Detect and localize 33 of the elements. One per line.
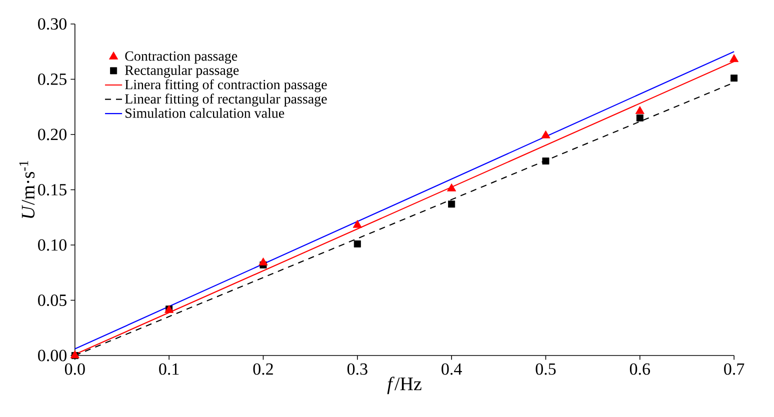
- point: [354, 240, 361, 248]
- point: [730, 54, 739, 62]
- y-tick-label: 0.05: [38, 294, 66, 306]
- y-tick-label: 0.10: [38, 239, 66, 251]
- x-axis-title: f/Hz: [387, 376, 422, 394]
- legend-label: Rectangular passage: [125, 64, 239, 78]
- legend-label: Simulation calculation value: [126, 108, 284, 118]
- legend-label: Linear fitting of rectangular passage: [125, 93, 327, 106]
- legend-label: Contraction passage: [125, 51, 238, 64]
- x-tick-label: 0.2: [253, 363, 273, 375]
- point: [447, 183, 456, 192]
- y-tick-label: 0.30: [38, 18, 66, 30]
- x-tick-label: 0.0: [64, 363, 85, 375]
- point: [352, 220, 362, 228]
- point: [636, 114, 644, 122]
- x-tick-label: 0.4: [442, 363, 462, 375]
- x-tick-label: 0.3: [347, 363, 368, 375]
- x-tick-label: 0.1: [159, 363, 179, 375]
- y-axis-title: U/m·s$^{-1}$: [19, 160, 35, 218]
- y-tick-label: 0.20: [38, 128, 66, 140]
- legend-label: Linera fitting of contraction passage: [125, 79, 327, 92]
- point: [635, 106, 644, 114]
- point: [258, 257, 268, 266]
- x-tick-label: 0.7: [724, 363, 744, 375]
- point: [448, 200, 456, 208]
- y-tick-label: 0.15: [38, 184, 66, 196]
- x-tick-label: 0.5: [536, 363, 556, 375]
- y-tick-label: 0.25: [38, 73, 66, 85]
- point: [730, 74, 738, 82]
- x-tick-label: 0.6: [630, 363, 650, 375]
- point: [542, 157, 550, 164]
- y-tick-label: 0.00: [38, 350, 66, 362]
- point: [541, 130, 550, 138]
